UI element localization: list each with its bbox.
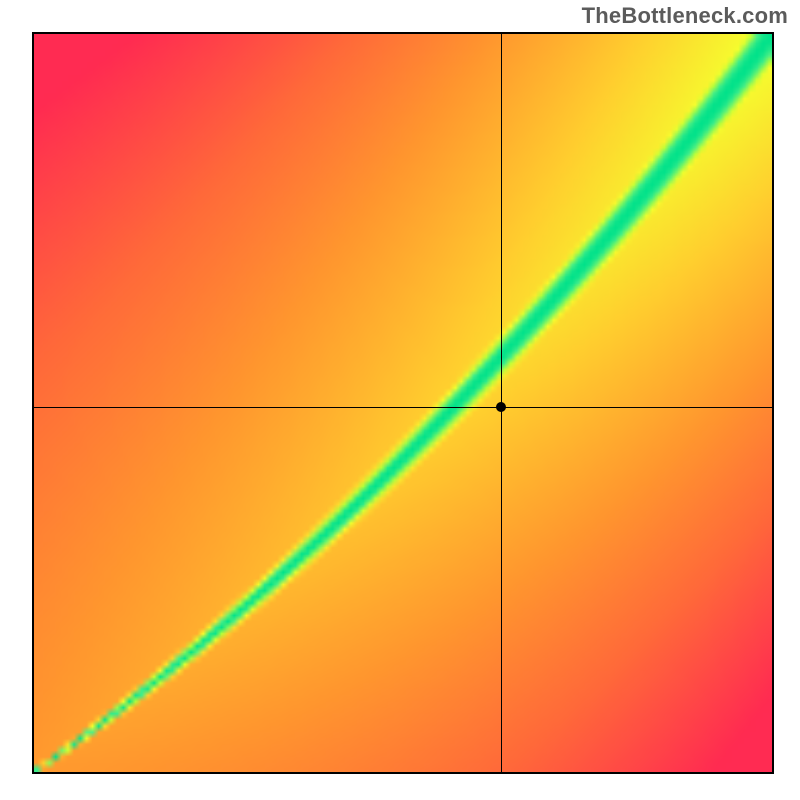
- heatmap-plot: [32, 32, 774, 774]
- heatmap-canvas: [34, 34, 772, 772]
- stage: TheBottleneck.com: [0, 0, 800, 800]
- crosshair-horizontal: [34, 407, 772, 408]
- attribution-text: TheBottleneck.com: [582, 3, 788, 29]
